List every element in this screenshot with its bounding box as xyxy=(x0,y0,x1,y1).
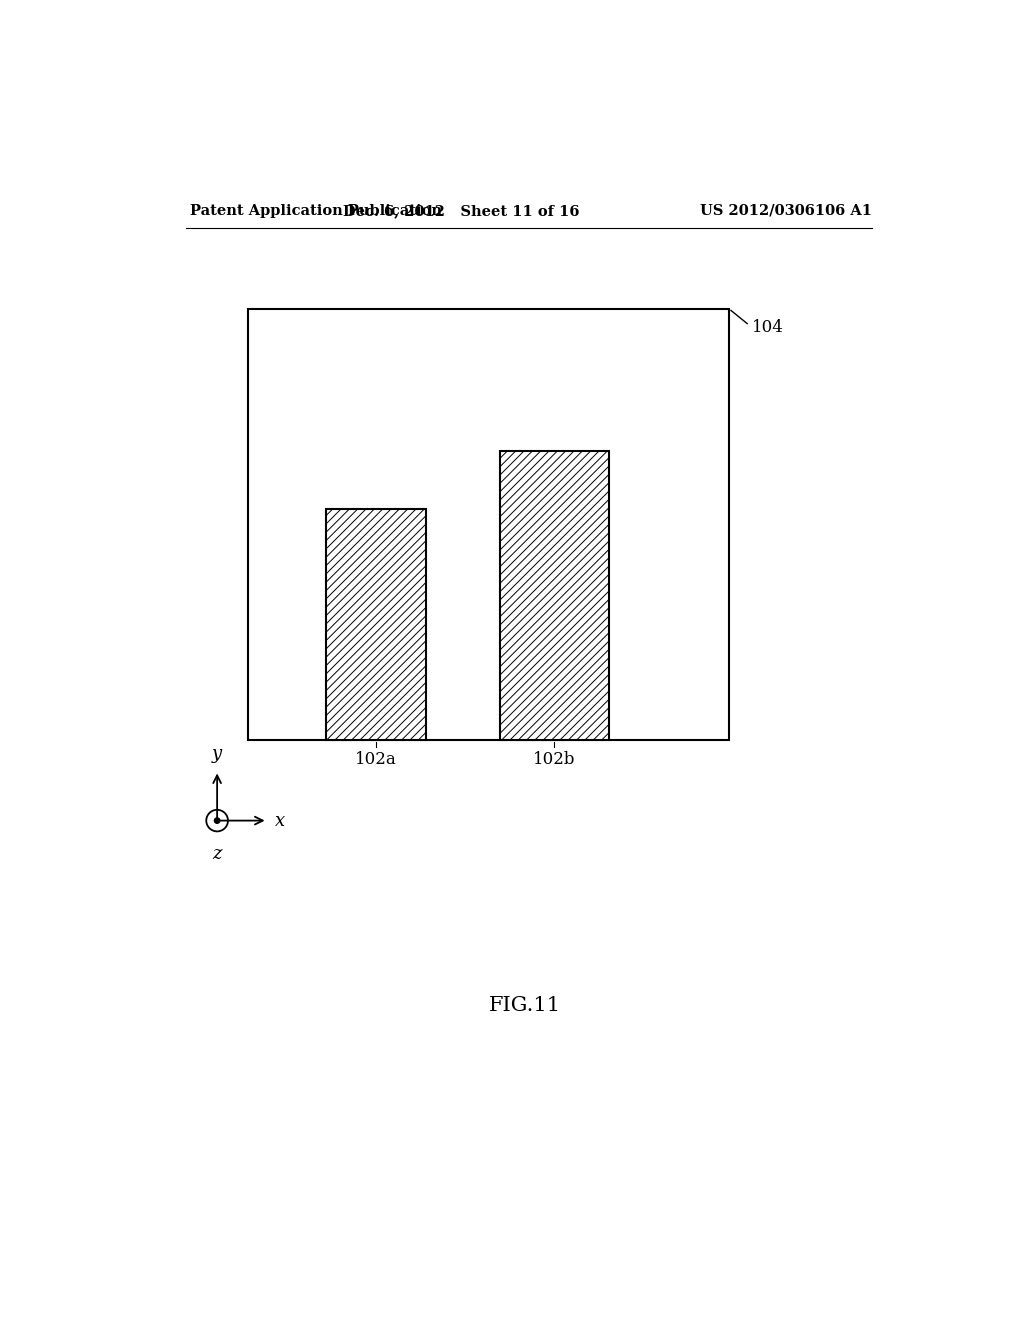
Circle shape xyxy=(214,818,220,824)
Text: US 2012/0306106 A1: US 2012/0306106 A1 xyxy=(700,203,872,218)
Text: 102b: 102b xyxy=(534,751,575,768)
Text: z: z xyxy=(212,845,222,863)
Text: Dec. 6, 2012   Sheet 11 of 16: Dec. 6, 2012 Sheet 11 of 16 xyxy=(343,203,580,218)
Text: 102a: 102a xyxy=(355,751,397,768)
Text: x: x xyxy=(275,812,286,829)
Text: FIG.11: FIG.11 xyxy=(488,995,561,1015)
Text: y: y xyxy=(212,744,222,763)
Bar xyxy=(500,451,608,739)
Text: 104: 104 xyxy=(752,319,783,337)
Text: Patent Application Publication: Patent Application Publication xyxy=(190,203,442,218)
Bar xyxy=(248,309,729,739)
Bar xyxy=(326,508,426,739)
